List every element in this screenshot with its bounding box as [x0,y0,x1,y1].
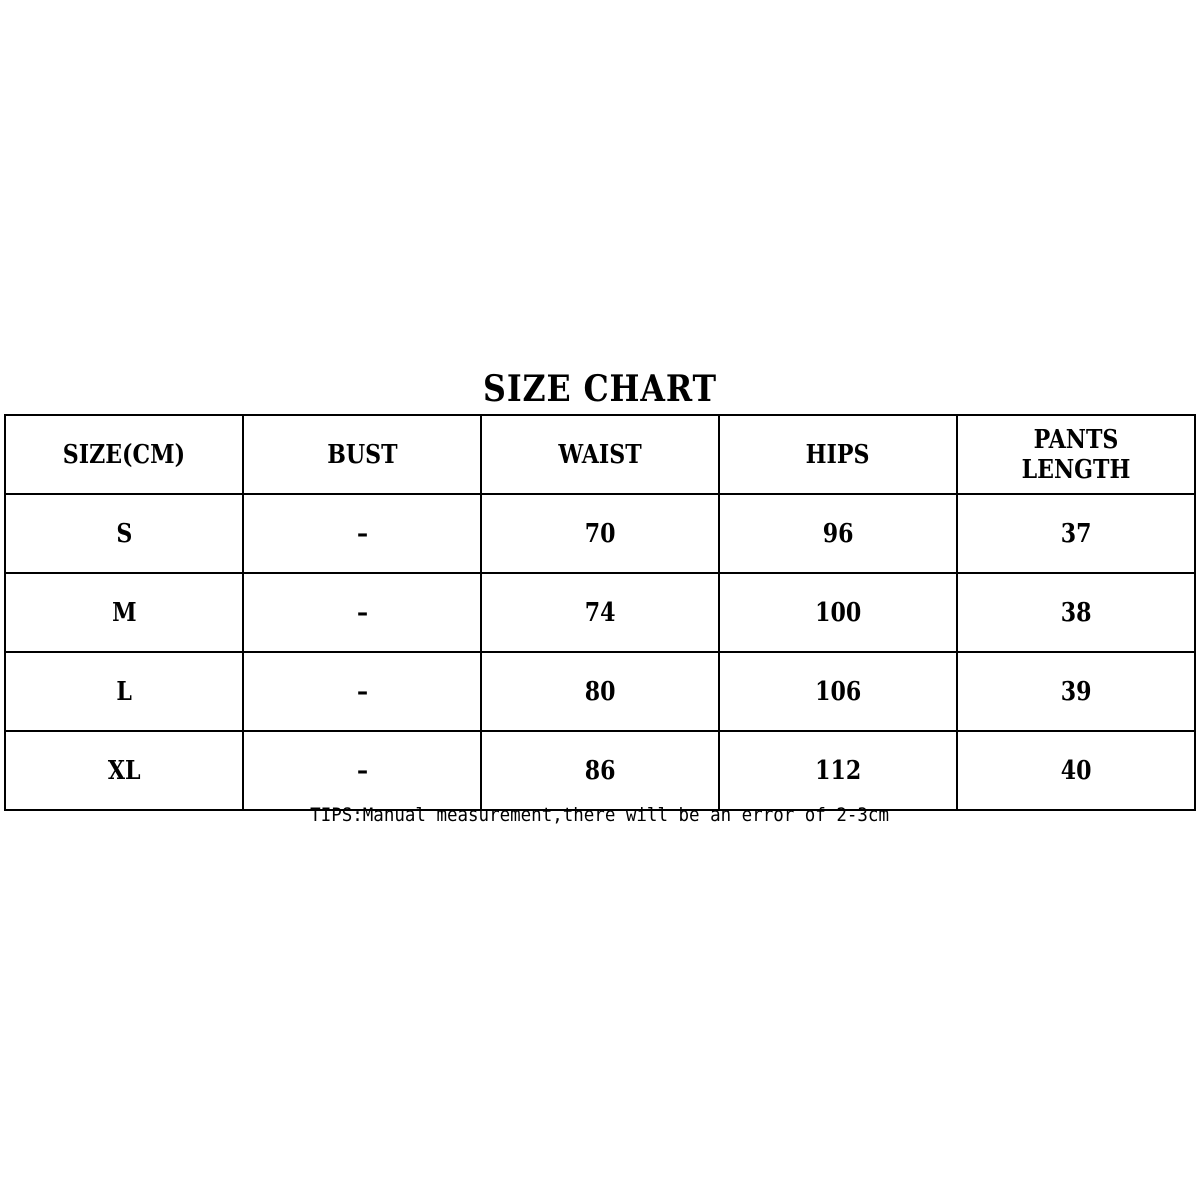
cell-text: – [356,755,368,786]
table-cell: 80 [480,651,720,732]
table-cell: 39 [956,651,1196,732]
table-cell: – [242,572,482,653]
table-cell: 74 [480,572,720,653]
table-cell: S [4,493,244,574]
table-cell: 38 [956,572,1196,653]
table-row: L – 80 106 39 [4,651,1196,732]
cell-text: M [111,597,137,628]
cell-text: 39 [1060,676,1092,707]
cell-text: L [116,676,132,707]
cell-text: 106 [814,676,862,707]
table-cell: 106 [718,651,958,732]
header-cell: HIPS [718,414,958,495]
header-cell: PANTS LENGTH [956,414,1196,495]
table-cell: – [242,730,482,811]
table-cell: 96 [718,493,958,574]
cell-text: 112 [814,755,862,786]
table-cell: – [242,651,482,732]
header-cell: SIZE(CM) [4,414,244,495]
table-cell: 37 [956,493,1196,574]
header-text: WAIST [558,439,642,470]
table-cell: 112 [718,730,958,811]
table-cell: – [242,493,482,574]
cell-text: 70 [584,518,616,549]
chart-title: SIZE CHART [483,368,717,410]
cell-text: 86 [584,755,616,786]
header-cell: BUST [242,414,482,495]
size-table: SIZE(CM) BUST WAIST HIPS PANTS LENGTH S … [4,414,1196,811]
tips-note: TIPS:Manual measurement,there will be an… [0,804,1200,826]
table-row: M – 74 100 38 [4,572,1196,653]
cell-text: – [356,518,368,549]
table-cell: 70 [480,493,720,574]
header-row: SIZE(CM) BUST WAIST HIPS PANTS LENGTH [4,414,1196,495]
table-cell: 100 [718,572,958,653]
cell-text: 100 [814,597,862,628]
cell-text: – [356,676,368,707]
header-text: BUST [326,439,398,470]
table-cell: L [4,651,244,732]
table-cell: XL [4,730,244,811]
cell-text: 80 [584,676,616,707]
cell-text: – [356,597,368,628]
tips-text: TIPS:Manual measurement,there will be an… [310,804,890,826]
cell-text: S [116,518,132,549]
cell-text: 37 [1060,518,1092,549]
cell-text: 40 [1060,755,1092,786]
table-row: XL – 86 112 40 [4,730,1196,811]
cell-text: 96 [822,518,854,549]
cell-text: 38 [1060,597,1092,628]
table-cell: M [4,572,244,653]
table-cell: 40 [956,730,1196,811]
header-text: PANTS LENGTH [1021,424,1131,485]
header-text: SIZE(CM) [62,439,186,470]
cell-text: 74 [584,597,616,628]
table-row: S – 70 96 37 [4,493,1196,574]
header-text: HIPS [806,439,870,470]
cell-text: XL [107,755,141,786]
table-cell: 86 [480,730,720,811]
header-cell: WAIST [480,414,720,495]
